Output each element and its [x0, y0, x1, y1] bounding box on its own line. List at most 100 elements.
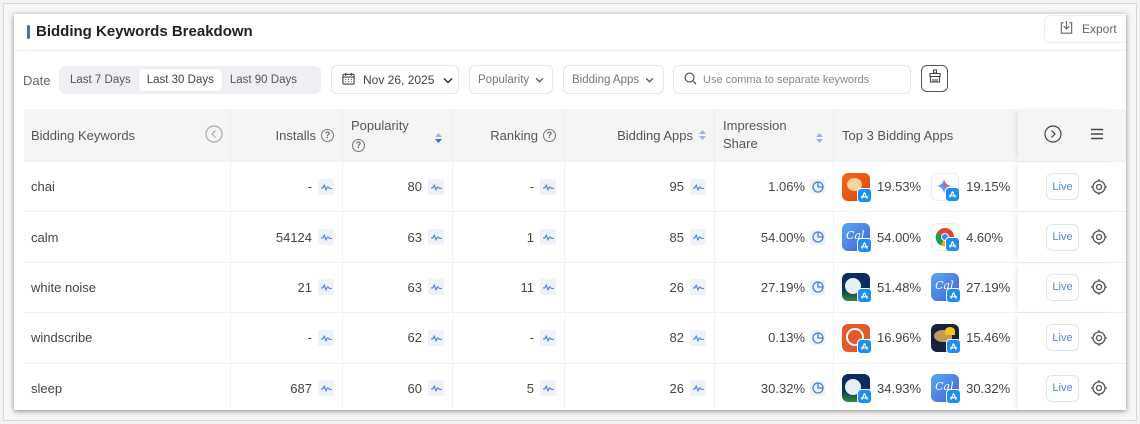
gemini-app-icon[interactable]: [931, 172, 961, 202]
top-apps-cell: 19.53% 19.15%: [834, 162, 1018, 211]
trend-chart-icon[interactable]: [540, 380, 556, 397]
windscribe-app-icon[interactable]: [931, 323, 962, 354]
trend-chart-icon[interactable]: [690, 380, 706, 397]
top-app-item[interactable]: 51.48%: [842, 273, 921, 304]
table-row: windscribe - 62 - 82 0.13% 16.96% 15.46% …: [24, 312, 1126, 363]
ranking-cell: -: [529, 330, 534, 346]
calm-app-icon[interactable]: Cal: [842, 223, 872, 254]
date-range-last-30-days[interactable]: Last 30 Days: [138, 69, 222, 91]
trend-chart-icon[interactable]: [428, 178, 444, 195]
trend-chart-icon[interactable]: [428, 279, 444, 296]
trend-chart-icon[interactable]: [690, 279, 706, 296]
impression-share-cell: 27.19%: [760, 279, 805, 295]
live-button[interactable]: Live: [1046, 173, 1079, 201]
top-app-item[interactable]: 15.46%: [931, 323, 1011, 354]
calm-app-icon[interactable]: Cal: [931, 374, 962, 405]
popularity-filter-label: Popularity: [478, 73, 530, 86]
sort-icon[interactable]: [435, 131, 442, 146]
column-label: Installs: [275, 127, 316, 143]
trend-chart-icon[interactable]: [318, 329, 334, 346]
trend-chart-icon[interactable]: [318, 279, 334, 296]
trend-chart-icon[interactable]: [540, 229, 556, 246]
date-value: Nov 26, 2025: [363, 72, 435, 87]
chai-app-icon[interactable]: [842, 172, 872, 203]
top-app-item[interactable]: Cal 27.19%: [931, 273, 1010, 304]
live-button[interactable]: Live: [1046, 324, 1079, 352]
date-range-last-90-days[interactable]: Last 90 Days: [229, 74, 297, 86]
top-app-item[interactable]: 19.53%: [842, 172, 921, 203]
pie-chart-icon[interactable]: [810, 179, 825, 195]
trend-chart-icon[interactable]: [690, 229, 706, 246]
pie-chart-icon[interactable]: [810, 279, 825, 295]
live-button[interactable]: Live: [1046, 273, 1079, 301]
sleep-moon-app-icon[interactable]: [842, 273, 872, 304]
clear-filters-button[interactable]: [921, 65, 948, 92]
target-icon[interactable]: [1090, 329, 1108, 347]
trend-chart-icon[interactable]: [318, 380, 334, 397]
search-icon: [684, 72, 697, 88]
help-icon[interactable]: ?: [352, 138, 365, 152]
top-app-share: 30.32%: [966, 380, 1011, 396]
help-icon[interactable]: ?: [321, 128, 334, 142]
popularity-filter[interactable]: Popularity: [469, 65, 553, 94]
top-app-share: 19.15%: [966, 179, 1011, 195]
impression-share-cell: 1.06%: [768, 179, 805, 195]
trend-chart-icon[interactable]: [318, 178, 334, 195]
popularity-cell: 62: [407, 330, 422, 346]
sort-icon[interactable]: [699, 128, 706, 143]
sort-icon[interactable]: [816, 131, 823, 146]
live-button[interactable]: Live: [1046, 223, 1079, 251]
trend-chart-icon[interactable]: [540, 279, 556, 296]
card-header: Bidding Keywords Breakdown Export: [14, 14, 1126, 51]
keyword-search-input[interactable]: Use comma to separate keywords: [673, 65, 911, 94]
trend-chart-icon[interactable]: [428, 380, 444, 397]
keyword-cell: sleep: [31, 380, 63, 396]
column-label: Bidding Apps: [617, 127, 693, 143]
trend-chart-icon[interactable]: [428, 229, 444, 246]
target-icon[interactable]: [1090, 228, 1108, 246]
top-app-share: 15.46%: [966, 330, 1011, 346]
scroll-left-icon[interactable]: [205, 124, 223, 146]
keyword-cell: white noise: [31, 279, 97, 295]
bidding-apps-filter[interactable]: Bidding Apps: [563, 65, 664, 94]
trend-chart-icon[interactable]: [690, 178, 706, 195]
top-app-item[interactable]: Cal 30.32%: [931, 374, 1011, 405]
top-app-item[interactable]: 4.60%: [931, 223, 1003, 253]
sleep-moon-app-icon[interactable]: [842, 374, 872, 405]
ranking-cell: 1: [526, 229, 534, 245]
date-range-last-7-days[interactable]: Last 7 Days: [70, 74, 131, 86]
target-icon[interactable]: [1090, 379, 1108, 397]
trend-chart-icon[interactable]: [540, 178, 556, 195]
column-header-impression-share[interactable]: Impression Share: [715, 109, 834, 161]
scroll-right-icon[interactable]: [1044, 124, 1062, 146]
top-app-item[interactable]: Cal 54.00%: [842, 223, 921, 254]
calm-app-icon[interactable]: Cal: [931, 273, 962, 304]
help-icon[interactable]: ?: [543, 128, 556, 142]
trend-chart-icon[interactable]: [318, 229, 334, 246]
impression-share-cell: 54.00%: [760, 229, 805, 245]
target-icon[interactable]: [1090, 178, 1108, 196]
installs-cell: 54124: [275, 229, 312, 245]
duckduckgo-app-icon[interactable]: [842, 323, 872, 354]
chrome-app-icon[interactable]: [931, 223, 961, 253]
top-app-item[interactable]: 34.93%: [842, 374, 921, 405]
column-header-popularity[interactable]: Popularity ?: [343, 109, 453, 161]
column-menu-icon[interactable]: [1090, 128, 1104, 143]
column-header-top-apps: Top 3 Bidding Apps: [834, 109, 1018, 161]
column-header-bidding-apps[interactable]: Bidding Apps: [565, 109, 715, 161]
trend-chart-icon[interactable]: [690, 329, 706, 346]
pie-chart-icon[interactable]: [810, 330, 825, 346]
pie-chart-icon[interactable]: [810, 229, 825, 245]
live-button[interactable]: Live: [1046, 374, 1079, 402]
column-label: Ranking: [490, 127, 538, 143]
top-app-item[interactable]: 16.96%: [842, 323, 921, 354]
trend-chart-icon[interactable]: [428, 329, 444, 346]
export-button[interactable]: Export: [1044, 15, 1126, 43]
target-icon[interactable]: [1090, 278, 1108, 296]
pie-chart-icon[interactable]: [810, 380, 825, 396]
trend-chart-icon[interactable]: [540, 329, 556, 346]
date-picker[interactable]: Nov 26, 2025: [331, 65, 459, 94]
export-label: Export: [1082, 22, 1117, 36]
chevron-down-icon: [443, 73, 453, 87]
top-app-item[interactable]: 19.15%: [931, 172, 1011, 202]
